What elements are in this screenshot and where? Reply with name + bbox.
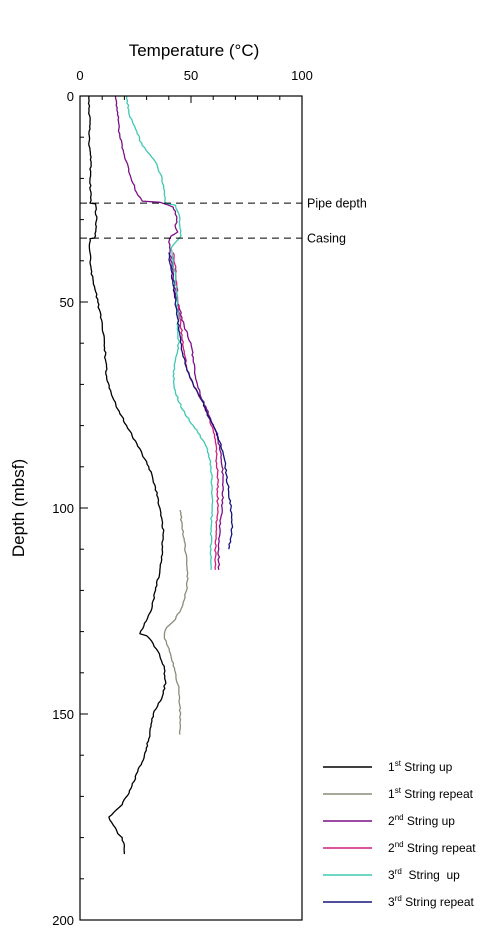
y-tick-label: 150 — [52, 707, 74, 722]
legend-label: 2nd String repeat — [388, 840, 476, 855]
plot-area-background — [80, 96, 302, 920]
series-line-6 — [168, 252, 234, 550]
y-axis-title: Depth (mbsf) — [9, 459, 28, 557]
legend-label-superscript: nd — [395, 840, 404, 849]
annotations: Pipe depth Casing — [80, 197, 367, 246]
series-line-2 — [163, 509, 189, 735]
series-line-3 — [114, 95, 224, 570]
series-lines — [87, 95, 234, 855]
annotation-label: Casing — [307, 232, 346, 246]
series-line-1 — [87, 95, 167, 855]
axis-ticks: 0 50 100 0 50 100 150 200 — [52, 68, 313, 928]
legend-label-text: String up — [401, 760, 453, 774]
legend-label: 2nd String up — [388, 813, 455, 828]
x-tick-label: 0 — [76, 68, 83, 83]
x-tick-label: 50 — [184, 68, 198, 83]
legend-label-number: 2 — [388, 841, 395, 855]
plot-frame — [79, 95, 303, 921]
y-tick-label: 200 — [52, 913, 74, 928]
legend-label: 3rd String up — [388, 867, 460, 882]
y-tick-label: 0 — [67, 89, 74, 104]
series-line-5 — [125, 96, 214, 570]
legend-label-number: 1 — [388, 787, 395, 801]
legend-label-superscript: st — [395, 786, 402, 795]
y-tick-label: 100 — [52, 501, 74, 516]
legend-label: 1st String up — [388, 759, 453, 774]
x-axis-title: Temperature (°C) — [129, 41, 260, 60]
legend-label-text: String repeat — [401, 787, 474, 801]
y-tick-label: 50 — [60, 295, 74, 310]
legend-label-superscript: nd — [395, 813, 404, 822]
legend-label-text: String up — [404, 814, 456, 828]
legend-label: 3rd String repeat — [388, 894, 475, 909]
legend-label-text: String repeat — [402, 895, 475, 909]
legend-label-text: String repeat — [404, 841, 477, 855]
legend-label-number: 1 — [388, 760, 395, 774]
legend-label: 1st String repeat — [388, 786, 474, 801]
legend-label-number: 3 — [388, 895, 395, 909]
legend-label-superscript: rd — [395, 867, 402, 876]
legend-label-superscript: st — [395, 759, 402, 768]
legend-label-superscript: rd — [395, 894, 402, 903]
legend-label-number: 3 — [388, 868, 395, 882]
x-tick-label: 100 — [291, 68, 313, 83]
legend-label-number: 2 — [388, 814, 395, 828]
annotation-label: Pipe depth — [307, 197, 367, 211]
legend-label-text: String up — [402, 868, 460, 882]
